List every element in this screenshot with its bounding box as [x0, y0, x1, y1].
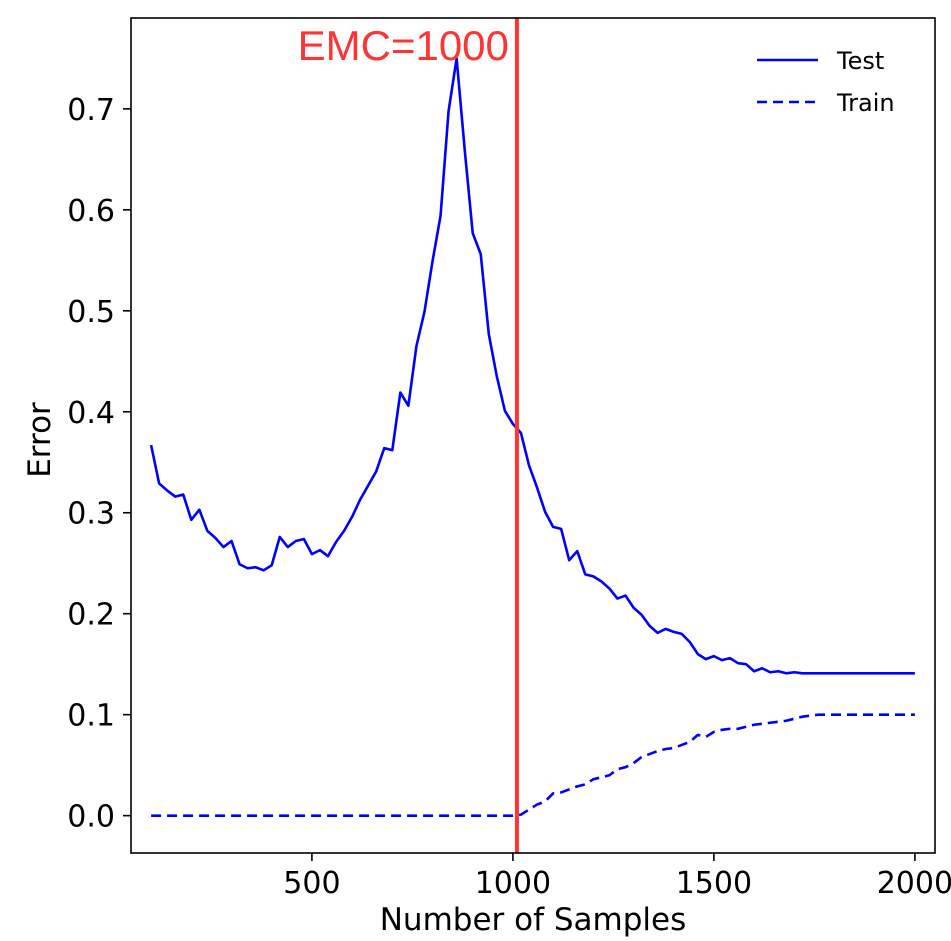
annotation-layer: EMC=1000	[298, 18, 519, 853]
x-tick-label: 500	[283, 866, 340, 901]
legend: Test Train	[757, 47, 895, 117]
y-tick-label: 0.7	[67, 93, 115, 128]
x-tick-label: 1500	[676, 866, 752, 901]
x-tick-label: 1000	[475, 866, 551, 901]
y-tick-label: 0.1	[67, 699, 115, 734]
x-tick-label: 2000	[877, 866, 951, 901]
series-line-train	[151, 713, 915, 817]
x-axis-ticks: 500 1000 1500 2000	[283, 853, 951, 901]
legend-label-train: Train	[836, 89, 895, 117]
series-line-test	[149, 57, 915, 675]
plot-frame	[130, 17, 936, 854]
y-tick-label: 0.0	[67, 800, 115, 835]
y-tick-label: 0.2	[67, 598, 115, 633]
y-tick-label: 0.4	[67, 396, 115, 431]
y-axis-title: Error	[22, 402, 58, 478]
y-tick-label: 0.3	[67, 497, 115, 532]
y-tick-label: 0.6	[67, 194, 115, 229]
legend-label-test: Test	[836, 47, 884, 75]
emc-annotation-label: EMC=1000	[298, 22, 509, 69]
series-layer	[149, 57, 915, 817]
y-tick-label: 0.5	[67, 295, 115, 330]
x-axis-title: Number of Samples	[380, 902, 687, 938]
y-axis-ticks: 0.0 0.1 0.2 0.3 0.4 0.5 0.6 0.7	[67, 93, 131, 835]
